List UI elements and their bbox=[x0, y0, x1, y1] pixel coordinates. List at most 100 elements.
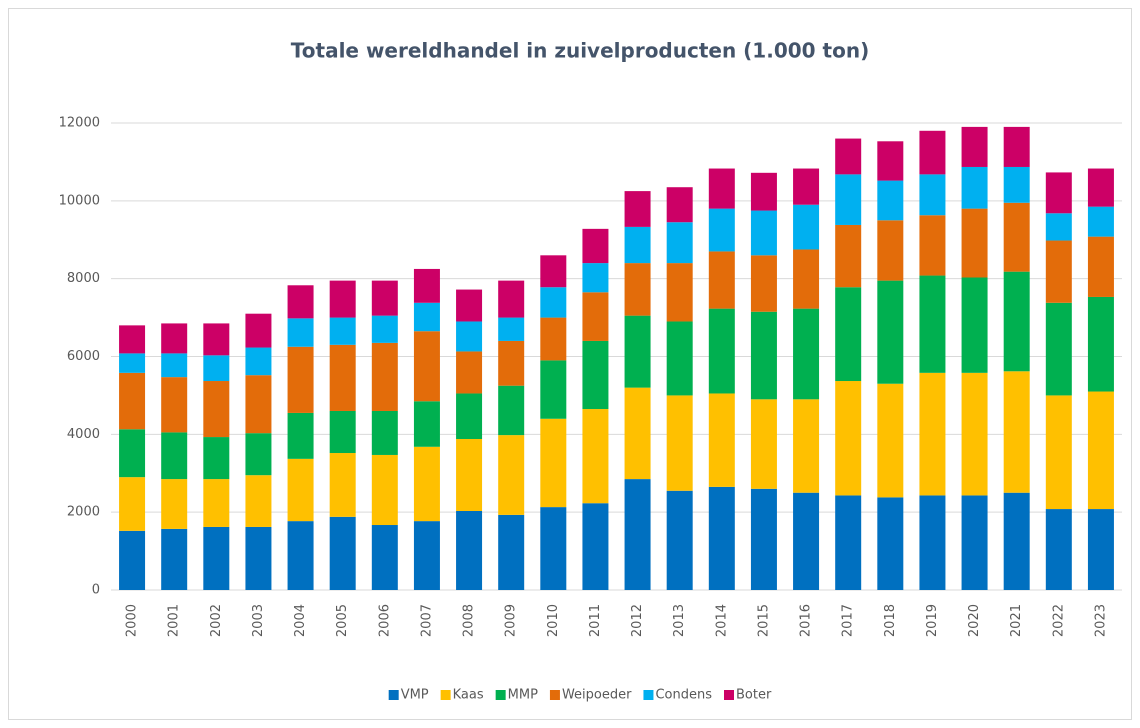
bar-segment bbox=[1087, 509, 1114, 590]
x-tick-label: 2004 bbox=[293, 604, 308, 637]
bar-segment bbox=[119, 372, 146, 430]
legend-swatch bbox=[495, 690, 506, 700]
bar-segment bbox=[835, 495, 862, 590]
bar-segment bbox=[877, 383, 904, 498]
x-tick-label: 2019 bbox=[925, 604, 940, 637]
bar-segment bbox=[750, 255, 777, 312]
bar-segment bbox=[919, 275, 946, 373]
bar-segment bbox=[371, 315, 398, 343]
bar-segment bbox=[203, 381, 230, 438]
bar-segment bbox=[371, 342, 398, 411]
bar-segment bbox=[1003, 126, 1030, 167]
bar-segment bbox=[1087, 391, 1114, 510]
bar-segment bbox=[793, 204, 820, 250]
bar-segment bbox=[793, 168, 820, 205]
bar-segment bbox=[666, 321, 693, 396]
bar-segment bbox=[835, 224, 862, 288]
x-tick-label: 2008 bbox=[462, 604, 477, 637]
bar-segment bbox=[287, 521, 314, 590]
bar-segment bbox=[582, 340, 609, 410]
x-tick-label: 2017 bbox=[841, 604, 856, 637]
bar-segment bbox=[161, 528, 188, 590]
bar-segment bbox=[203, 323, 230, 356]
bar-segment bbox=[582, 292, 609, 341]
bar-segment bbox=[371, 525, 398, 590]
bar-segment bbox=[245, 475, 272, 527]
x-tick-label: 2005 bbox=[335, 604, 350, 637]
x-tick-label: 2015 bbox=[756, 604, 771, 637]
bar-segment bbox=[498, 280, 525, 318]
x-tick-label: 2020 bbox=[967, 604, 982, 637]
bar-segment bbox=[203, 479, 230, 527]
bar-segment bbox=[750, 210, 777, 256]
x-tick-label: 2002 bbox=[209, 604, 224, 637]
bar-segment bbox=[793, 399, 820, 493]
bar-segment bbox=[329, 516, 356, 590]
x-tick-label: 2012 bbox=[630, 604, 645, 637]
bar-segment bbox=[119, 429, 146, 478]
legend-swatch bbox=[643, 690, 654, 700]
bar-segment bbox=[708, 168, 735, 209]
x-tick-label: 2022 bbox=[1051, 604, 1066, 637]
bar-segment bbox=[329, 410, 356, 454]
x-tick-label: 2023 bbox=[1093, 604, 1108, 637]
bar-segment bbox=[793, 249, 820, 309]
bar-segment bbox=[287, 318, 314, 347]
bar-segment bbox=[161, 479, 188, 529]
bar-segment bbox=[371, 454, 398, 526]
bar-segment bbox=[624, 263, 651, 316]
bar-segment bbox=[708, 393, 735, 487]
bar-segment bbox=[1045, 172, 1072, 214]
y-tick-label: 10000 bbox=[59, 193, 100, 208]
bar-segment bbox=[1003, 166, 1030, 203]
legend-label: Weipoeder bbox=[562, 688, 632, 703]
legend-swatch bbox=[388, 690, 399, 700]
bar-segment bbox=[961, 126, 988, 167]
bar-segment bbox=[371, 410, 398, 455]
y-tick-label: 2000 bbox=[67, 505, 100, 520]
bar-segment bbox=[119, 477, 146, 531]
bar-segment bbox=[413, 446, 440, 522]
bar-segment bbox=[540, 317, 567, 361]
bar-segment bbox=[919, 215, 946, 276]
bar-segment bbox=[287, 285, 314, 319]
legend-swatch bbox=[440, 690, 451, 700]
bar-segment bbox=[287, 412, 314, 459]
bar-segment bbox=[119, 325, 146, 354]
bar-segment bbox=[245, 433, 272, 476]
bar-segment bbox=[245, 313, 272, 348]
bar-segment bbox=[708, 251, 735, 309]
bar-segment bbox=[666, 263, 693, 322]
bar-segment bbox=[1087, 236, 1114, 297]
bar-segment bbox=[877, 180, 904, 221]
bar-segment bbox=[877, 497, 904, 590]
x-tick-label: 2010 bbox=[546, 604, 561, 637]
bar-segment bbox=[203, 355, 230, 382]
bar-segment bbox=[835, 287, 862, 382]
bar-segment bbox=[708, 308, 735, 394]
bar-segment bbox=[750, 172, 777, 211]
bar-segment bbox=[1003, 202, 1030, 272]
x-tick-label: 2014 bbox=[714, 604, 729, 637]
legend-swatch bbox=[549, 690, 560, 700]
x-tick-label: 2001 bbox=[167, 604, 182, 637]
bar-segment bbox=[498, 435, 525, 515]
bar-segment bbox=[456, 321, 483, 352]
bar-segment bbox=[456, 393, 483, 440]
bar-segment bbox=[919, 174, 946, 216]
bar-segment bbox=[245, 375, 272, 434]
bar-segment bbox=[877, 280, 904, 384]
y-tick-label: 8000 bbox=[67, 271, 100, 286]
bar-segment bbox=[582, 263, 609, 293]
bar-segment bbox=[624, 226, 651, 264]
x-tick-label: 2009 bbox=[504, 604, 519, 637]
bar-segment bbox=[750, 311, 777, 400]
legend-label: Condens bbox=[655, 688, 712, 703]
bar-segment bbox=[624, 191, 651, 227]
bar-segment bbox=[793, 492, 820, 590]
x-tick-label: 2016 bbox=[799, 604, 814, 637]
bar-segment bbox=[456, 289, 483, 322]
bar-segment bbox=[540, 507, 567, 590]
bar-segment bbox=[203, 526, 230, 590]
